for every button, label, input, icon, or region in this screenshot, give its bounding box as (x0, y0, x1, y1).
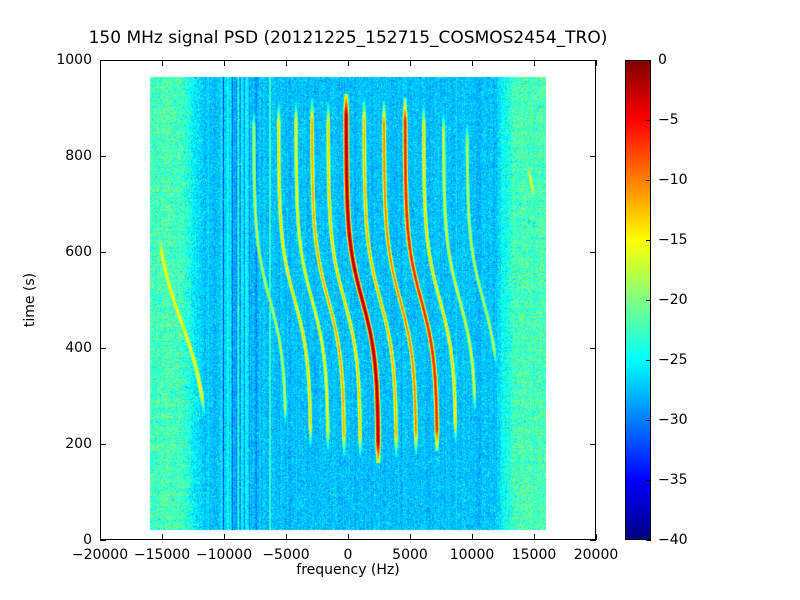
y-tick-mark (590, 251, 596, 253)
x-tick-label: 20000 (573, 547, 619, 563)
x-tick-label: −20000 (71, 547, 129, 563)
x-tick-label: −5000 (262, 547, 310, 563)
x-tick-mark (223, 534, 225, 540)
y-axis-label: time (s) (22, 272, 38, 328)
x-tick-label: 10000 (449, 547, 495, 563)
x-tick-mark (161, 60, 163, 66)
y-tick-mark (100, 443, 106, 445)
y-tick-mark (100, 539, 106, 541)
colorbar-tick-label: 0 (658, 52, 667, 68)
x-tick-mark (285, 60, 287, 66)
y-tick-label: 400 (65, 340, 92, 356)
x-tick-label: 15000 (511, 547, 557, 563)
colorbar-tick-mark (646, 359, 651, 361)
x-tick-mark (533, 534, 535, 540)
y-tick-mark (100, 155, 106, 157)
x-axis-label: frequency (Hz) (296, 562, 400, 578)
x-tick-mark (409, 60, 411, 66)
colorbar-tick-label: −25 (658, 352, 688, 368)
colorbar-tick-label: −5 (658, 112, 679, 128)
colorbar-tick-mark (646, 239, 651, 241)
colorbar-tick-label: −40 (658, 532, 688, 548)
x-tick-mark (471, 534, 473, 540)
x-tick-mark (347, 534, 349, 540)
y-tick-label: 800 (65, 148, 92, 164)
colorbar-tick-label: −30 (658, 412, 688, 428)
x-tick-mark (595, 60, 597, 66)
colorbar-tick-mark (646, 539, 651, 541)
colorbar-tick-label: −20 (658, 292, 688, 308)
colorbar-tick-label: −35 (658, 472, 688, 488)
y-tick-label: 200 (65, 436, 92, 452)
colorbar-tick-mark (646, 119, 651, 121)
x-tick-label: −10000 (195, 547, 253, 563)
x-tick-mark (285, 534, 287, 540)
y-tick-mark (590, 155, 596, 157)
y-tick-mark (590, 539, 596, 541)
y-tick-mark (100, 59, 106, 61)
colorbar-tick-label: −15 (658, 232, 688, 248)
y-tick-mark (100, 347, 106, 349)
y-tick-mark (590, 443, 596, 445)
y-tick-label: 600 (65, 244, 92, 260)
y-tick-mark (590, 347, 596, 349)
y-tick-label: 1000 (56, 52, 92, 68)
x-tick-mark (99, 60, 101, 66)
x-tick-mark (99, 534, 101, 540)
x-tick-mark (533, 60, 535, 66)
colorbar-tick-label: −10 (658, 172, 688, 188)
colorbar-tick-mark (646, 419, 651, 421)
colorbar-tick-mark (646, 299, 651, 301)
y-tick-mark (100, 251, 106, 253)
colorbar-tick-mark (646, 59, 651, 61)
x-tick-mark (409, 534, 411, 540)
x-tick-mark (471, 60, 473, 66)
chart-title: 150 MHz signal PSD (20121225_152715_COSM… (88, 28, 608, 48)
plot-axes-frame (100, 60, 596, 540)
colorbar-tick-mark (646, 479, 651, 481)
colorbar-tick-mark (646, 179, 651, 181)
x-tick-mark (347, 60, 349, 66)
x-tick-label: −15000 (133, 547, 191, 563)
x-tick-mark (223, 60, 225, 66)
x-tick-label: 5000 (392, 547, 428, 563)
y-tick-label: 0 (83, 532, 92, 548)
y-tick-mark (590, 59, 596, 61)
x-tick-mark (595, 534, 597, 540)
x-tick-label: 0 (343, 547, 353, 563)
spectrogram-heatmap (100, 60, 596, 540)
x-tick-mark (161, 534, 163, 540)
